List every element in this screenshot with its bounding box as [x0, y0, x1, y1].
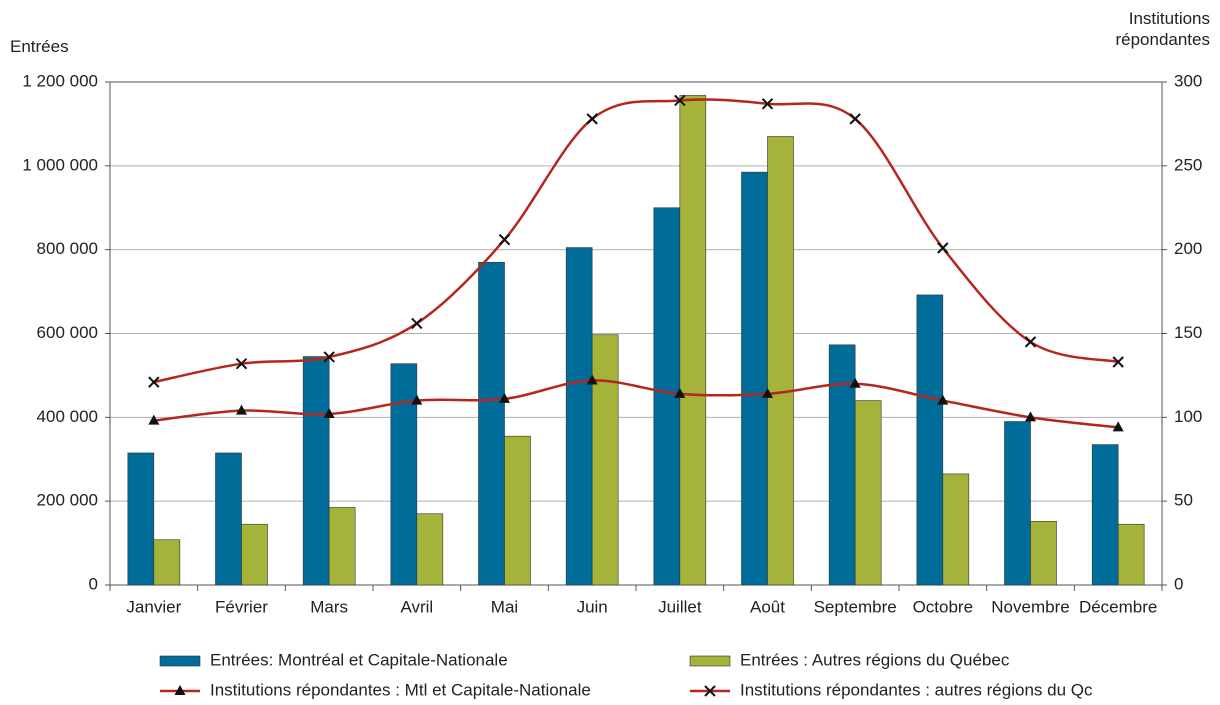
marker-x: [148, 376, 160, 388]
marker-triangle: [849, 377, 861, 388]
legend-label: Entrées: Montréal et Capitale-Nationale: [210, 650, 508, 669]
bar: [1117, 523, 1145, 586]
marker-triangle: [411, 394, 423, 405]
y2-tick-label: 100: [1174, 407, 1202, 426]
marker-x: [1024, 336, 1037, 348]
x-tick-label: Avril: [400, 597, 433, 616]
bar: [1004, 421, 1031, 586]
bar: [215, 452, 242, 586]
x-tick-label: Février: [215, 597, 268, 616]
marker-triangle: [762, 387, 773, 398]
bar: [828, 344, 856, 586]
bar: [1091, 444, 1119, 586]
y2-tick-label: 300: [1174, 71, 1202, 90]
bar: [1030, 520, 1057, 586]
y-tick-label: 200 000: [37, 491, 98, 510]
bar: [591, 334, 619, 586]
bar: [127, 452, 155, 586]
y2-tick-label: 250: [1174, 155, 1202, 174]
bar: [504, 435, 531, 586]
marker-x: [1112, 356, 1124, 368]
bar: [390, 363, 418, 586]
line: [153, 98, 1119, 384]
marker-triangle: [1112, 421, 1124, 432]
bar: [741, 171, 768, 586]
marker-x: [323, 351, 335, 363]
marker-x: [674, 94, 686, 107]
y-tick-label: 1 200 000: [22, 71, 98, 90]
marker-triangle: [937, 394, 949, 405]
marker-triangle: [586, 374, 598, 385]
bar: [478, 261, 505, 586]
y2-tick-label: 0: [1174, 574, 1183, 593]
bar: [565, 247, 593, 586]
bar: [328, 507, 356, 586]
line: [153, 379, 1119, 429]
y2-tick-label: 50: [1174, 491, 1193, 510]
marker-triangle: [236, 404, 247, 415]
x-tick-label: Mars: [310, 597, 348, 616]
bar: [241, 523, 268, 586]
x-tick-label: Octobre: [913, 597, 973, 616]
bar: [153, 539, 181, 586]
legend-marker: [174, 685, 186, 695]
marker-x: [235, 357, 248, 370]
x-tick-label: Juillet: [658, 597, 702, 616]
marker-triangle: [499, 392, 510, 403]
legend-label: Entrées : Autres régions du Québec: [740, 650, 1010, 669]
bar: [767, 136, 794, 586]
x-tick-label: Juin: [577, 597, 608, 616]
x-tick-label: Septembre: [814, 597, 897, 616]
marker-x: [849, 113, 861, 125]
marker-triangle: [323, 407, 335, 418]
y-tick-label: 0: [89, 574, 98, 593]
marker-x: [761, 98, 774, 110]
marker-triangle: [674, 387, 686, 398]
bar: [679, 95, 707, 586]
bar: [854, 400, 882, 586]
marker-x: [937, 242, 949, 254]
bar: [416, 513, 444, 586]
y-tick-label: 600 000: [37, 323, 98, 342]
marker-triangle: [148, 414, 160, 425]
legend-swatch: [689, 655, 731, 667]
bar: [302, 356, 330, 586]
marker-x: [586, 113, 598, 125]
x-tick-label: Août: [750, 597, 785, 616]
x-tick-label: Décembre: [1079, 597, 1157, 616]
marker-x: [498, 233, 511, 246]
marker-x: [411, 317, 423, 330]
x-tick-label: Janvier: [126, 597, 181, 616]
marker-triangle: [1025, 411, 1036, 422]
y2-axis-title: Institutions répondantes: [1115, 9, 1210, 49]
legend-swatch: [159, 655, 201, 667]
bar: [916, 294, 944, 586]
x-tick-label: Novembre: [991, 597, 1069, 616]
y-tick-label: 400 000: [37, 407, 98, 426]
y-tick-label: 800 000: [37, 239, 98, 258]
y2-tick-label: 200: [1174, 239, 1202, 258]
legend-label: Institutions répondantes : autres région…: [740, 680, 1093, 699]
y-tick-label: 1 000 000: [22, 155, 98, 174]
legend-label: Institutions répondantes : Mtl et Capita…: [210, 680, 591, 699]
y2-tick-label: 150: [1174, 323, 1202, 342]
bar: [942, 473, 970, 586]
legend-marker: [704, 685, 716, 697]
x-tick-label: Mai: [491, 597, 518, 616]
y-axis-title: Entrées: [10, 37, 69, 56]
